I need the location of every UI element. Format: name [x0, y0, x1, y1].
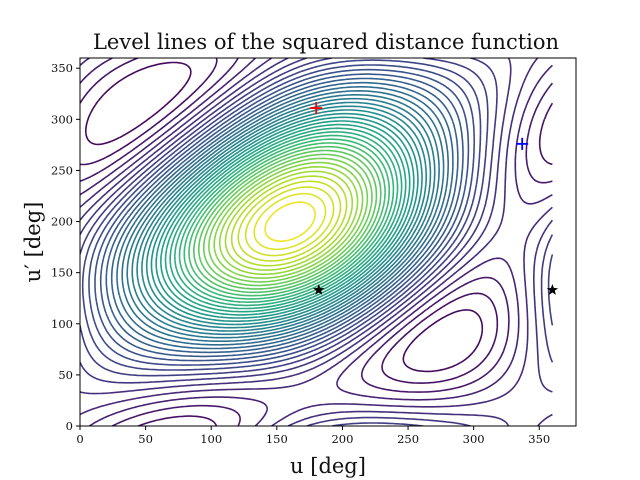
contour-level [80, 58, 553, 426]
contour-level [126, 94, 440, 339]
contour-level [198, 149, 378, 290]
contour-level [203, 153, 373, 287]
x-tick-label: 200 [331, 432, 353, 446]
plot-frame [79, 57, 577, 427]
y-tick-label: 200 [51, 215, 73, 229]
minimum-marker [516, 137, 529, 150]
contour-level [110, 81, 454, 350]
contour-level [174, 131, 399, 307]
contour-level [155, 116, 415, 319]
y-tick-label: 150 [51, 266, 73, 280]
critical-point-markers [310, 102, 559, 295]
contour-lines [80, 58, 554, 426]
contour-level [99, 73, 464, 358]
contour-level [105, 77, 459, 354]
contour-level [116, 86, 449, 346]
chart-title: Level lines of the squared distance func… [93, 30, 559, 54]
contour-level [141, 105, 427, 329]
x-tick-label: 350 [528, 432, 550, 446]
contour-level [94, 68, 470, 362]
contour-level [160, 120, 411, 316]
y-tick-label: 50 [58, 368, 73, 382]
contour-level [183, 138, 391, 300]
contour-level [121, 90, 445, 342]
x-tick-label: 100 [200, 432, 222, 446]
contour-level [81, 59, 482, 371]
contour-level [85, 61, 484, 373]
contour-level [193, 145, 382, 294]
maximum-marker [310, 102, 323, 115]
contour-level [208, 157, 369, 283]
y-axis-ticks: 0 50 100 150 200 250 300 350 [51, 61, 80, 433]
contour-level [230, 175, 348, 267]
x-tick-label: 250 [397, 432, 419, 446]
saddle-marker [313, 284, 325, 295]
y-tick-label: 300 [51, 112, 73, 126]
contour-level [164, 123, 407, 313]
contour-level [188, 142, 386, 297]
contour-level [264, 201, 316, 242]
contour-level [178, 134, 395, 303]
saddle-marker [546, 284, 559, 295]
y-axis-label: u′ [deg] [21, 202, 45, 283]
contour-level [244, 186, 335, 257]
x-tick-label: 0 [76, 432, 83, 446]
contour-level [218, 166, 359, 275]
y-tick-label: 350 [51, 61, 73, 75]
y-tick-label: 0 [66, 419, 73, 433]
contour-level [253, 192, 327, 251]
contour-level [169, 127, 403, 310]
contour-level [131, 97, 436, 336]
contour-level [145, 109, 423, 326]
x-tick-label: 300 [463, 432, 485, 446]
x-axis-label: u [deg] [290, 454, 366, 478]
x-axis-ticks: 0 50 100 150 200 250 300 350 [76, 426, 550, 446]
contour-level [213, 161, 364, 279]
contour-level [237, 180, 342, 262]
contour-level [150, 112, 419, 322]
y-tick-label: 100 [51, 317, 73, 331]
contour-level [88, 64, 475, 366]
contour-level [224, 170, 354, 271]
contour-level [136, 101, 432, 332]
y-tick-label: 250 [51, 163, 73, 177]
x-tick-label: 150 [266, 432, 288, 446]
x-tick-label: 50 [138, 432, 153, 446]
